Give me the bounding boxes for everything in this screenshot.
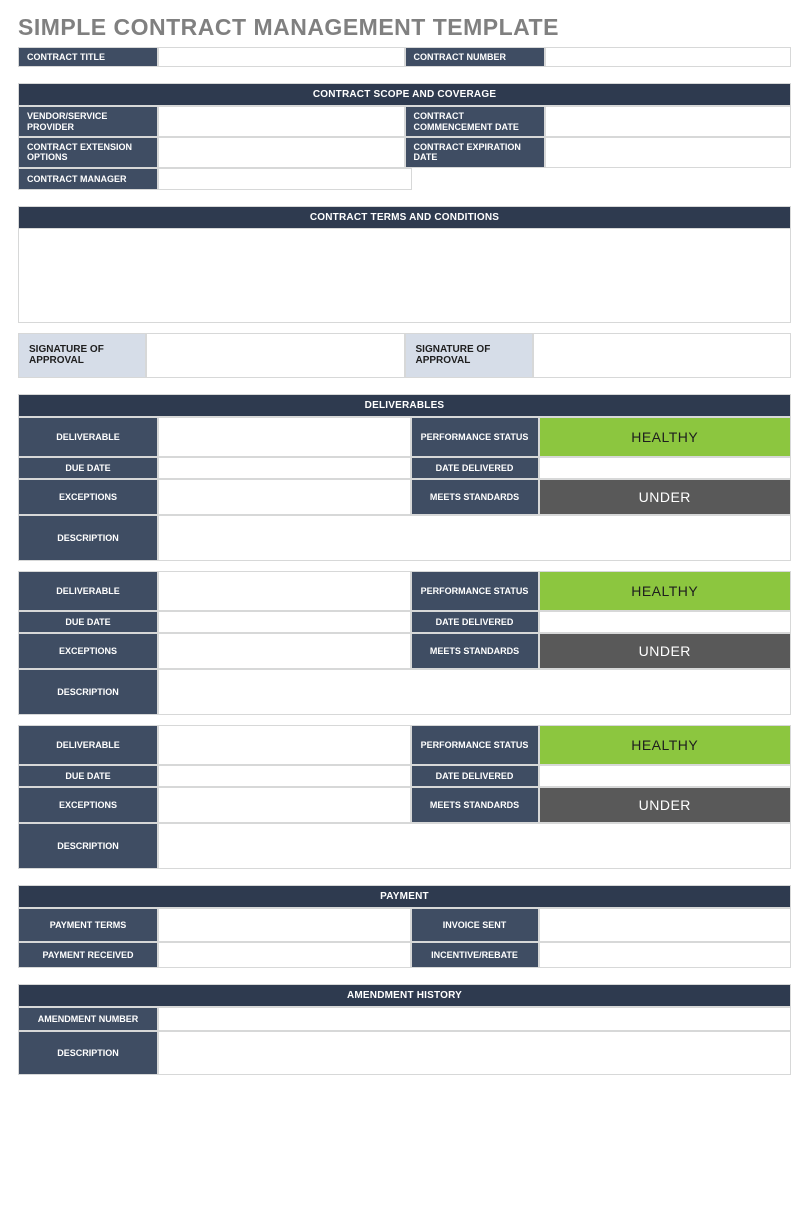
date-delivered-label: DATE DELIVERED <box>411 457 539 479</box>
amendment-description-label: DESCRIPTION <box>18 1031 158 1075</box>
meets-standards-label: MEETS STANDARDS <box>411 633 539 669</box>
contract-number-label: CONTRACT NUMBER <box>405 47 545 67</box>
contract-title-label: CONTRACT TITLE <box>18 47 158 67</box>
amendment-number-value[interactable] <box>158 1007 791 1031</box>
deliverable-description-value[interactable] <box>158 823 791 869</box>
contract-title-value[interactable] <box>158 47 405 67</box>
amendment-band: AMENDMENT HISTORY <box>18 984 791 1007</box>
meets-standards-label: MEETS STANDARDS <box>411 787 539 823</box>
contract-number-value[interactable] <box>545 47 792 67</box>
page-title: SIMPLE CONTRACT MANAGEMENT TEMPLATE <box>18 14 791 41</box>
extension-label: CONTRACT EXTENSION OPTIONS <box>18 137 158 168</box>
due-date-value[interactable] <box>158 457 411 479</box>
deliverable-value[interactable] <box>158 571 411 611</box>
expiration-value[interactable] <box>545 137 792 168</box>
date-delivered-label: DATE DELIVERED <box>411 611 539 633</box>
exceptions-value[interactable] <box>158 479 411 515</box>
exceptions-label: EXCEPTIONS <box>18 479 158 515</box>
vendor-value[interactable] <box>158 106 405 137</box>
meets-standards-value[interactable]: UNDER <box>539 479 792 515</box>
manager-value[interactable] <box>158 168 412 190</box>
scope-band: CONTRACT SCOPE AND COVERAGE <box>18 83 791 106</box>
amendment-description-value[interactable] <box>158 1031 791 1075</box>
date-delivered-value[interactable] <box>539 457 792 479</box>
date-delivered-value[interactable] <box>539 611 792 633</box>
exceptions-value[interactable] <box>158 633 411 669</box>
performance-status-value[interactable]: HEALTHY <box>539 571 792 611</box>
extension-value[interactable] <box>158 137 405 168</box>
payment-terms-label: PAYMENT TERMS <box>18 908 158 942</box>
deliverable-description-value[interactable] <box>158 515 791 561</box>
payment-received-value[interactable] <box>158 942 411 968</box>
performance-status-value[interactable]: HEALTHY <box>539 417 792 457</box>
manager-label: CONTRACT MANAGER <box>18 168 158 190</box>
due-date-label: DUE DATE <box>18 457 158 479</box>
due-date-value[interactable] <box>158 611 411 633</box>
performance-status-label: PERFORMANCE STATUS <box>411 725 539 765</box>
date-delivered-value[interactable] <box>539 765 792 787</box>
deliverable-label: DELIVERABLE <box>18 417 158 457</box>
signature-2-label: SIGNATURE OF APPROVAL <box>405 333 533 378</box>
exceptions-label: EXCEPTIONS <box>18 787 158 823</box>
payment-band: PAYMENT <box>18 885 791 908</box>
incentive-label: INCENTIVE/REBATE <box>411 942 539 968</box>
deliverable-description-value[interactable] <box>158 669 791 715</box>
expiration-label: CONTRACT EXPIRATION DATE <box>405 137 545 168</box>
amendment-number-label: AMENDMENT NUMBER <box>18 1007 158 1031</box>
performance-status-label: PERFORMANCE STATUS <box>411 417 539 457</box>
meets-standards-value[interactable]: UNDER <box>539 787 792 823</box>
payment-terms-value[interactable] <box>158 908 411 942</box>
exceptions-label: EXCEPTIONS <box>18 633 158 669</box>
meets-standards-label: MEETS STANDARDS <box>411 479 539 515</box>
commencement-label: CONTRACT COMMENCEMENT DATE <box>405 106 545 137</box>
deliverable-label: DELIVERABLE <box>18 571 158 611</box>
deliverable-description-label: DESCRIPTION <box>18 515 158 561</box>
terms-body[interactable] <box>18 229 791 323</box>
invoice-sent-label: INVOICE SENT <box>411 908 539 942</box>
signature-2-value[interactable] <box>533 333 792 378</box>
payment-received-label: PAYMENT RECEIVED <box>18 942 158 968</box>
deliverable-label: DELIVERABLE <box>18 725 158 765</box>
deliverables-band: DELIVERABLES <box>18 394 791 417</box>
meets-standards-value[interactable]: UNDER <box>539 633 792 669</box>
performance-status-label: PERFORMANCE STATUS <box>411 571 539 611</box>
invoice-sent-value[interactable] <box>539 908 792 942</box>
terms-band: CONTRACT TERMS AND CONDITIONS <box>18 206 791 229</box>
due-date-label: DUE DATE <box>18 765 158 787</box>
signature-1-value[interactable] <box>146 333 405 378</box>
performance-status-value[interactable]: HEALTHY <box>539 725 792 765</box>
deliverable-description-label: DESCRIPTION <box>18 823 158 869</box>
deliverable-value[interactable] <box>158 725 411 765</box>
deliverable-value[interactable] <box>158 417 411 457</box>
date-delivered-label: DATE DELIVERED <box>411 765 539 787</box>
incentive-value[interactable] <box>539 942 792 968</box>
due-date-label: DUE DATE <box>18 611 158 633</box>
commencement-value[interactable] <box>545 106 792 137</box>
exceptions-value[interactable] <box>158 787 411 823</box>
signature-1-label: SIGNATURE OF APPROVAL <box>18 333 146 378</box>
due-date-value[interactable] <box>158 765 411 787</box>
deliverable-description-label: DESCRIPTION <box>18 669 158 715</box>
vendor-label: VENDOR/SERVICE PROVIDER <box>18 106 158 137</box>
